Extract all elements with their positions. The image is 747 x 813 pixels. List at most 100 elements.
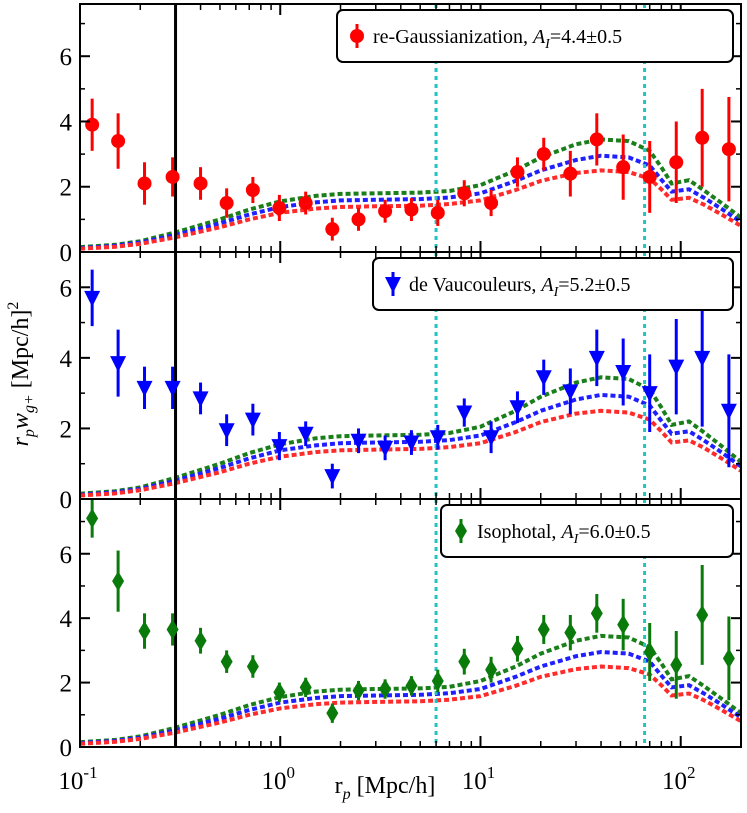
legend-box bbox=[372, 257, 734, 311]
x-tick-base: 10 bbox=[662, 768, 687, 795]
data-point-circle bbox=[589, 132, 604, 147]
y-tick-label: 2 bbox=[60, 671, 73, 698]
data-point-circle bbox=[669, 155, 684, 170]
data-point-circle bbox=[378, 204, 393, 219]
data-point-diamond bbox=[86, 508, 99, 529]
data-point-circle bbox=[137, 176, 152, 191]
legend-amp-value: =6.0±0.5 bbox=[578, 521, 650, 543]
data-point-circle bbox=[298, 196, 313, 211]
legend-amp-value: =5.2±0.5 bbox=[558, 274, 630, 296]
legend-name: de Vaucouleurs, bbox=[409, 274, 541, 296]
y-tick-label: 0 bbox=[60, 240, 73, 267]
x-axis-title: rp [Mpc/h] bbox=[335, 773, 436, 803]
legend-amp-symbol: A bbox=[531, 26, 546, 48]
legend-marker-triangle bbox=[385, 277, 401, 293]
data-point-diamond bbox=[379, 679, 392, 700]
x-tick-label: 100 bbox=[261, 763, 295, 795]
data-point-diamond bbox=[431, 670, 444, 691]
panel-3-data-points bbox=[86, 499, 735, 724]
data-point-circle bbox=[484, 196, 499, 211]
data-point-diamond bbox=[246, 656, 259, 677]
data-point-circle bbox=[430, 205, 445, 220]
x-tick-base: 10 bbox=[261, 768, 286, 795]
y-tick-label: 6 bbox=[60, 44, 73, 71]
panel-1-legend: re-Gaussianization, AI=4.4±0.5 bbox=[336, 9, 734, 63]
panel-3-legend: Isophotal, AI=6.0±0.5 bbox=[440, 504, 734, 558]
data-point-circle bbox=[510, 165, 525, 180]
data-point-triangle bbox=[562, 384, 579, 401]
legend-name: re-Gaussianization, bbox=[373, 26, 533, 48]
data-point-circle bbox=[695, 130, 710, 145]
data-point-triangle bbox=[641, 386, 658, 403]
data-point-diamond bbox=[590, 603, 603, 624]
data-point-circle bbox=[193, 176, 208, 191]
x-tick-exponent: 2 bbox=[687, 763, 696, 782]
y-tick-label: 6 bbox=[60, 542, 73, 569]
data-point-diamond bbox=[273, 682, 286, 703]
y-tick-label: 4 bbox=[60, 109, 73, 136]
legend-name: Isophotal, bbox=[477, 521, 561, 543]
y-title-unit: [Mpc/h] bbox=[8, 310, 34, 395]
y-title-exp: 2 bbox=[5, 302, 22, 310]
data-point-diamond bbox=[194, 630, 207, 651]
legend-label: Isophotal, AI=6.0±0.5 bbox=[477, 521, 651, 547]
panel-2-legend: de Vaucouleurs, AI=5.2±0.5 bbox=[372, 257, 734, 311]
x-tick-label: 101 bbox=[462, 763, 496, 795]
data-point-triangle bbox=[483, 430, 500, 447]
data-point-triangle bbox=[271, 439, 288, 456]
data-point-circle bbox=[272, 200, 287, 215]
model-curve-green bbox=[80, 137, 741, 250]
data-point-triangle bbox=[509, 400, 526, 417]
data-point-diamond bbox=[299, 677, 312, 698]
data-point-circle bbox=[165, 169, 180, 184]
x-title-unit: [Mpc/h] bbox=[351, 773, 436, 799]
x-tick-label: 10-1 bbox=[58, 763, 97, 795]
panel-3-model-curves bbox=[80, 633, 741, 746]
model-curve-red bbox=[80, 664, 741, 746]
data-point-triangle bbox=[694, 350, 711, 367]
data-point-circle bbox=[721, 142, 736, 157]
panel-1-data-points bbox=[85, 88, 736, 241]
data-point-diamond bbox=[166, 619, 179, 640]
data-point-diamond bbox=[405, 675, 418, 696]
data-point-circle bbox=[457, 186, 472, 201]
x-title-sub: p bbox=[342, 786, 351, 803]
panel-3-frame bbox=[79, 498, 742, 748]
data-point-triangle bbox=[218, 423, 235, 440]
model-curve-blue bbox=[80, 153, 741, 251]
data-point-diamond bbox=[220, 651, 233, 672]
x-tick-label: 102 bbox=[662, 763, 696, 795]
legend-marker-diamond bbox=[455, 521, 467, 541]
y-title-w: w bbox=[8, 413, 34, 429]
legend-amp-symbol: A bbox=[539, 274, 554, 296]
data-point-diamond bbox=[537, 619, 550, 640]
model-curve-blue bbox=[80, 649, 741, 746]
data-point-diamond bbox=[458, 651, 471, 672]
x-tick-exponent: 1 bbox=[487, 763, 496, 782]
y-tick-label: 4 bbox=[60, 606, 73, 633]
data-point-diamond bbox=[112, 571, 125, 592]
data-point-triangle bbox=[136, 380, 153, 397]
model-curve-red bbox=[80, 408, 741, 498]
data-point-triangle bbox=[535, 370, 552, 387]
data-point-diamond bbox=[326, 703, 339, 724]
legend-amp-value: =4.4±0.5 bbox=[550, 26, 622, 48]
data-point-triangle bbox=[668, 359, 685, 376]
panel-2-data-points bbox=[84, 269, 737, 489]
legend-amp-subscript: I bbox=[544, 37, 551, 52]
data-point-circle bbox=[245, 183, 260, 197]
panel-1-model-curves bbox=[80, 137, 741, 251]
x-title-r: r bbox=[335, 773, 343, 799]
data-point-triangle bbox=[377, 440, 394, 457]
data-point-circle bbox=[536, 147, 551, 162]
model-curve-blue bbox=[80, 392, 741, 497]
data-point-triangle bbox=[403, 435, 420, 452]
data-point-triangle bbox=[164, 380, 181, 397]
x-tick-base: 10 bbox=[58, 768, 83, 795]
legend-label: re-Gaussianization, AI=4.4±0.5 bbox=[373, 26, 622, 52]
y-tick-label: 4 bbox=[60, 346, 73, 373]
y-tick-label: 0 bbox=[60, 735, 73, 762]
data-point-triangle bbox=[192, 391, 209, 408]
y-title-sub-g: g+ bbox=[21, 394, 38, 413]
y-tick-label: 0 bbox=[60, 487, 73, 514]
